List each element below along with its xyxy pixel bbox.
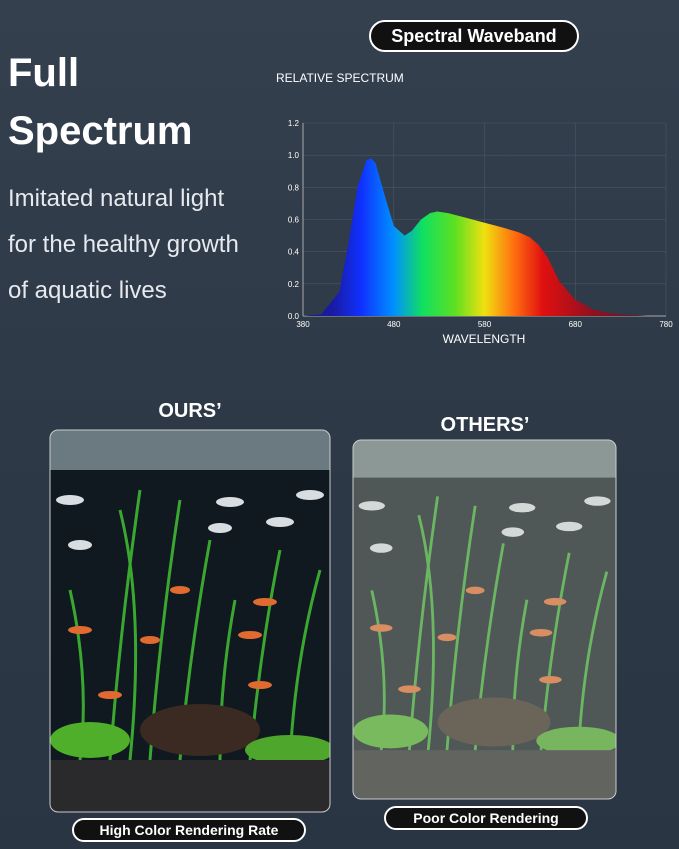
y-tick-label: 0.8 [288, 183, 300, 192]
y-axis-label: RELATIVE SPECTRUM [276, 71, 404, 85]
x-tick-label: 580 [478, 320, 492, 329]
badge: Spectral Waveband [369, 20, 579, 52]
x-axis-label: WAVELENGTH [443, 332, 526, 346]
x-tick-label: 680 [569, 320, 583, 329]
others-label: OTHERS’ [440, 414, 530, 436]
title: Full Spectrum [8, 51, 193, 153]
y-tick-label: 1.0 [288, 151, 300, 160]
y-tick-label: 0.2 [288, 280, 300, 289]
others-caption: Poor Color Rendering [384, 806, 588, 830]
chart: RELATIVE SPECTRUM WAVELENGTH 0.0 0.2 0.4 0.… [276, 71, 673, 346]
x-tick-label: 780 [659, 320, 673, 329]
photos [49, 429, 617, 813]
x-tick-label: 480 [387, 320, 401, 329]
x-tick-label: 380 [296, 320, 310, 329]
spectrum-area [303, 158, 666, 316]
y-tick-label: 0.0 [288, 312, 300, 321]
y-tick-label: 1.2 [288, 119, 300, 128]
ours-caption: High Color Rendering Rate [72, 818, 306, 842]
y-tick-label: 0.6 [288, 216, 300, 225]
ours-photo [50, 430, 330, 812]
y-tick-label: 0.4 [288, 248, 300, 257]
others-photo [353, 440, 617, 800]
subtitle: Imitated natural light for the healthy g… [8, 185, 239, 304]
ours-label: OURS’ [158, 400, 222, 422]
